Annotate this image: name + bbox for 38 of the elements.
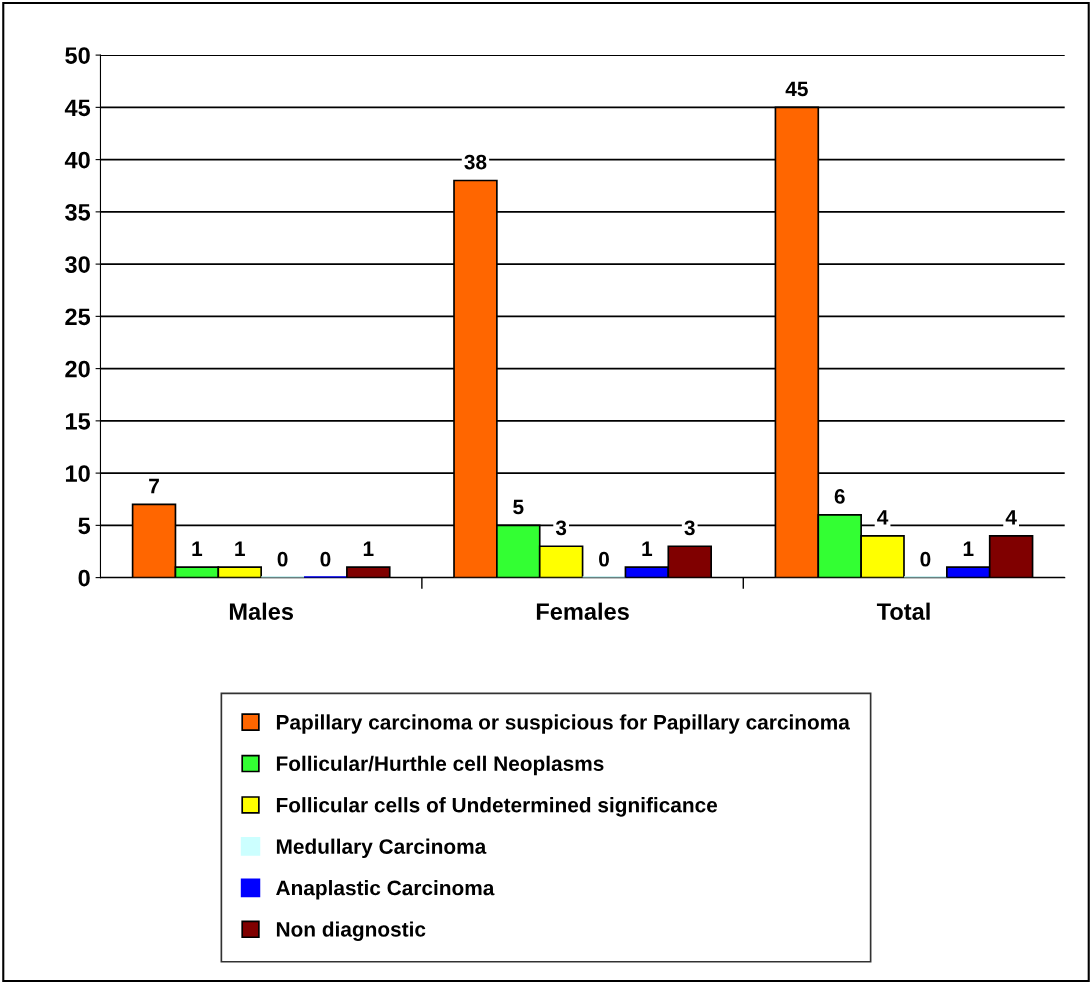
x-tick-label: Total xyxy=(876,602,930,620)
data-label: 0 xyxy=(920,551,931,567)
legend-label: Medullary Carcinoma xyxy=(276,838,487,859)
legend-label: Follicular/Hurthle cell Neoplasms xyxy=(276,755,604,776)
data-label: 0 xyxy=(320,551,331,567)
data-label: 4 xyxy=(1005,510,1017,525)
x-tick-label: Females xyxy=(536,602,629,620)
data-label: 1 xyxy=(363,541,374,556)
y-tick-label: 40 xyxy=(64,151,90,169)
y-tick-label: 20 xyxy=(65,360,90,378)
y-tick-label: 10 xyxy=(65,465,90,482)
y-tick-label: 45 xyxy=(64,99,91,117)
y-tick-label: 50 xyxy=(65,47,90,64)
x-tick-label: Males xyxy=(229,602,294,620)
y-tick-label: 35 xyxy=(65,203,91,221)
y-tick-label: 25 xyxy=(65,308,91,326)
legend-label: Non diagnostic xyxy=(276,921,426,941)
data-label: 45 xyxy=(785,81,808,97)
data-label: 0 xyxy=(599,551,609,567)
data-label: 6 xyxy=(834,489,845,504)
legend-label: Anaplastic Carcinoma xyxy=(276,880,495,900)
data-label: 7 xyxy=(149,478,159,494)
y-tick-label: 30 xyxy=(65,256,90,273)
data-label: 1 xyxy=(963,541,974,556)
data-label: 1 xyxy=(192,541,203,556)
legend-label: Papillary carcinoma or suspicious for Papillary carcinoma xyxy=(276,714,850,734)
y-tick-label: 0 xyxy=(78,569,90,587)
data-label: 3 xyxy=(684,520,695,536)
data-label: 3 xyxy=(555,520,567,536)
data-label: 5 xyxy=(513,499,524,515)
data-label: 1 xyxy=(235,541,245,556)
data-label: 38 xyxy=(464,154,487,170)
data-label: 4 xyxy=(877,510,889,525)
data-label: 1 xyxy=(642,541,653,556)
y-tick-label: 5 xyxy=(78,517,91,535)
y-tick-label: 15 xyxy=(65,413,91,430)
legend-label: Follicular cells of Undetermined significance xyxy=(276,797,718,817)
data-label: 0 xyxy=(277,551,288,567)
